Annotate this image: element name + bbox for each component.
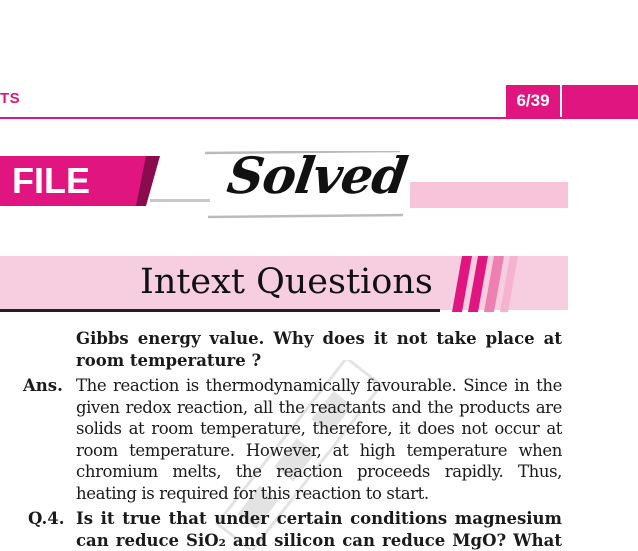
text-line: given redox reaction, all the reactants … — [76, 397, 562, 419]
text-line: heating is required for this reaction to… — [76, 483, 562, 505]
section-stripes-decoration — [452, 256, 522, 312]
answer-label: Ans. — [23, 375, 63, 397]
header-accent-bar — [562, 85, 638, 117]
question-continuation: Gibbs energy value. Why does it not take… — [76, 328, 562, 371]
page-number: 6/39 — [506, 85, 560, 117]
text-line: solids at room temperature, therefore, i… — [76, 418, 562, 440]
section-title: Intext Questions — [140, 262, 433, 302]
question-4-label: Q.4. — [28, 508, 65, 530]
text-line: The reaction is thermodynamically favour… — [76, 375, 562, 397]
banner-pink-band — [410, 182, 568, 208]
text-line: can reduce SiO₂ and silicon can reduce M… — [76, 530, 562, 551]
question-4-text: Is it true that under certain conditions… — [76, 508, 562, 551]
text-line: room temperature. However, at high tempe… — [76, 440, 562, 462]
section-underline — [0, 309, 440, 312]
text-line: room temperature ? — [76, 350, 562, 372]
file-label: FILE — [0, 156, 130, 206]
header-rule — [0, 117, 638, 119]
text-line: Gibbs energy value. Why does it not take… — [76, 328, 562, 350]
text-line: chromium melts, the reaction proceeds ra… — [76, 461, 562, 483]
solved-title: Solved — [224, 146, 411, 205]
answer-text: The reaction is thermodynamically favour… — [76, 375, 562, 504]
text-line: Is it true that under certain conditions… — [76, 508, 562, 530]
banner-grey-line — [150, 199, 210, 202]
running-header-text: TS — [0, 90, 20, 107]
